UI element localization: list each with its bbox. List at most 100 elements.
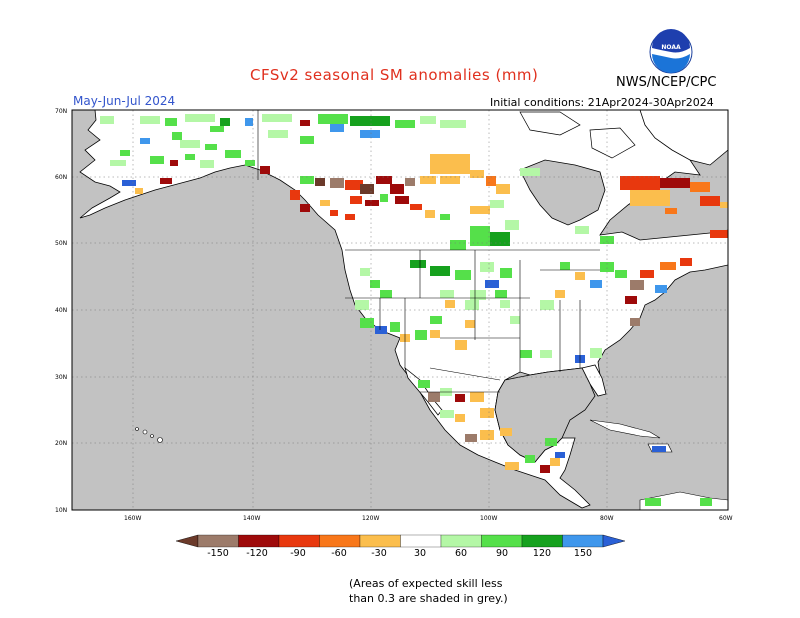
anomaly-cell — [525, 455, 535, 463]
colorbar-label-minus-120: -120 — [246, 548, 268, 559]
anomaly-cell — [720, 202, 728, 208]
colorbar-label-150: 150 — [574, 548, 592, 559]
colorbar-label-minus-150: -150 — [207, 548, 229, 559]
colorbar-box-9 — [521, 534, 563, 548]
anomaly-cell — [486, 176, 496, 186]
colorbar-box-3 — [278, 534, 320, 548]
anomaly-cell — [120, 150, 130, 156]
anomaly-cell — [455, 270, 471, 280]
colorbar-label-90: 90 — [496, 548, 508, 559]
anomaly-cell — [505, 462, 519, 470]
anomaly-cell — [575, 226, 589, 234]
map-frame — [71, 109, 729, 511]
anomaly-cell — [225, 150, 241, 158]
anomaly-cell — [380, 194, 388, 202]
arctic-island-a — [519, 111, 581, 136]
anomaly-cell — [330, 124, 344, 132]
political-boundaries — [257, 110, 600, 393]
colorbar-box-6 — [400, 534, 442, 548]
colorbar-box-2 — [238, 534, 280, 548]
colorbar-labels: -150 -120 -90 -60 -30 30 60 90 120 150 — [207, 548, 592, 559]
colorbar-box-7 — [440, 534, 482, 548]
skill-footnote-line1: (Areas of expected skill less — [349, 577, 503, 590]
anomaly-cell — [455, 394, 465, 402]
noaa-logo-icon: NOAA — [649, 29, 693, 74]
lat-label-30: 30N — [55, 374, 67, 381]
chart-title: CFSv2 seasonal SM anomalies (mm) — [250, 66, 539, 84]
anomaly-cells — [100, 114, 728, 506]
colorbar-label-minus-60: -60 — [331, 548, 347, 559]
colorbar-arrow-high — [602, 534, 626, 548]
lon-label-60w: 60W — [719, 515, 733, 522]
anomaly-cell — [545, 438, 557, 446]
anomaly-cell — [420, 116, 436, 124]
anomaly-cell — [410, 204, 422, 210]
anomaly-cell — [150, 156, 164, 164]
anomaly-cell — [470, 226, 490, 246]
anomaly-cell — [300, 136, 314, 144]
anomaly-cell — [165, 118, 177, 126]
anomaly-cell — [376, 176, 392, 184]
anomaly-cell — [355, 300, 369, 310]
lat-label-10: 10N — [55, 507, 67, 514]
lat-label-60: 60N — [55, 174, 67, 181]
anomaly-cell — [500, 428, 512, 436]
anomaly-cell — [465, 320, 475, 328]
anomaly-cell — [245, 118, 253, 126]
anomaly-cell — [170, 160, 178, 166]
anomaly-cell — [645, 498, 661, 506]
anomaly-cell — [680, 258, 692, 266]
anomaly-cell — [122, 180, 136, 186]
anomaly-cell — [360, 268, 370, 276]
anomaly-cell — [360, 184, 374, 194]
greenland — [639, 110, 728, 166]
anomaly-cell — [600, 262, 614, 272]
graticule — [72, 110, 728, 510]
anomaly-cell — [520, 350, 532, 358]
anomaly-cell — [440, 410, 454, 418]
lon-label-120w: 120W — [362, 515, 379, 522]
lon-label-100w: 100W — [480, 515, 497, 522]
colorbar-box-4 — [319, 534, 361, 548]
arctic-island-b — [589, 127, 636, 159]
anomaly-cell — [172, 132, 182, 140]
anomaly-cell — [440, 176, 460, 184]
anomaly-cell — [455, 414, 465, 422]
anomaly-cell — [425, 210, 435, 218]
anomaly-cell — [470, 290, 486, 300]
anomaly-cell — [345, 214, 355, 220]
anomaly-cell — [205, 144, 217, 150]
anomaly-cell — [640, 270, 654, 278]
anomaly-cell — [360, 318, 374, 328]
anomaly-cell — [660, 262, 676, 270]
longitude-labels: 160W 140W 120W 100W 80W 60W — [124, 515, 733, 522]
anomaly-cell — [365, 200, 379, 206]
lon-label-160w: 160W — [124, 515, 141, 522]
colorbar-label-30: 30 — [414, 548, 426, 559]
anomaly-cell — [496, 184, 510, 194]
anomaly-cell — [470, 392, 484, 402]
anomaly-cell — [490, 232, 510, 246]
skill-footnote-line2: than 0.3 are shaded in grey.) — [349, 592, 508, 605]
anomaly-cell — [540, 300, 554, 310]
noaa-logo-text: NOAA — [661, 44, 681, 51]
anomaly-cell — [505, 220, 519, 230]
skill-footnote: (Areas of expected skill less than 0.3 a… — [349, 576, 508, 606]
anomaly-cell — [700, 498, 712, 506]
anomaly-cell — [345, 180, 363, 190]
anomaly-cell — [430, 266, 450, 276]
anomaly-cell — [465, 434, 477, 442]
anomaly-cell — [350, 196, 362, 204]
anomaly-cell — [480, 430, 494, 440]
anomaly-cell — [418, 380, 430, 388]
colorbar-box-1 — [197, 534, 239, 548]
lat-label-40: 40N — [55, 307, 67, 314]
anomaly-cell — [395, 196, 409, 204]
lat-label-20: 20N — [55, 440, 67, 447]
anomaly-cell — [620, 176, 660, 190]
anomaly-cell — [590, 348, 602, 358]
colorbar-label-60: 60 — [455, 548, 467, 559]
colorbar-arrow-low — [175, 534, 199, 548]
anomaly-cell — [455, 340, 467, 350]
